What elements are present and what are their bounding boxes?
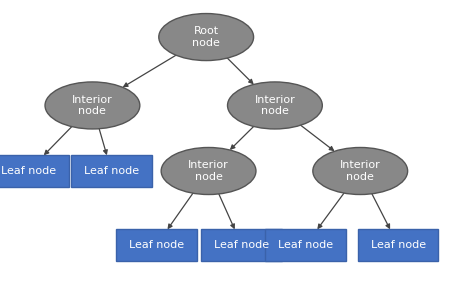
Ellipse shape	[228, 82, 322, 129]
Text: Interior
node: Interior node	[340, 160, 381, 182]
Text: Leaf node: Leaf node	[1, 166, 56, 176]
FancyBboxPatch shape	[358, 229, 438, 261]
Text: Interior
node: Interior node	[188, 160, 229, 182]
Ellipse shape	[161, 148, 256, 194]
Text: Leaf node: Leaf node	[129, 240, 184, 250]
FancyBboxPatch shape	[201, 229, 282, 261]
FancyBboxPatch shape	[0, 155, 69, 187]
FancyBboxPatch shape	[71, 155, 152, 187]
FancyBboxPatch shape	[265, 229, 346, 261]
Text: Leaf node: Leaf node	[278, 240, 333, 250]
Ellipse shape	[45, 82, 140, 129]
Text: Interior
node: Interior node	[72, 95, 113, 116]
Text: Interior
node: Interior node	[255, 95, 295, 116]
Text: Leaf node: Leaf node	[371, 240, 426, 250]
Ellipse shape	[313, 148, 408, 194]
Ellipse shape	[159, 14, 254, 61]
FancyBboxPatch shape	[116, 229, 197, 261]
Text: Leaf node: Leaf node	[214, 240, 269, 250]
Text: Root
node: Root node	[192, 26, 220, 48]
Text: Leaf node: Leaf node	[84, 166, 139, 176]
